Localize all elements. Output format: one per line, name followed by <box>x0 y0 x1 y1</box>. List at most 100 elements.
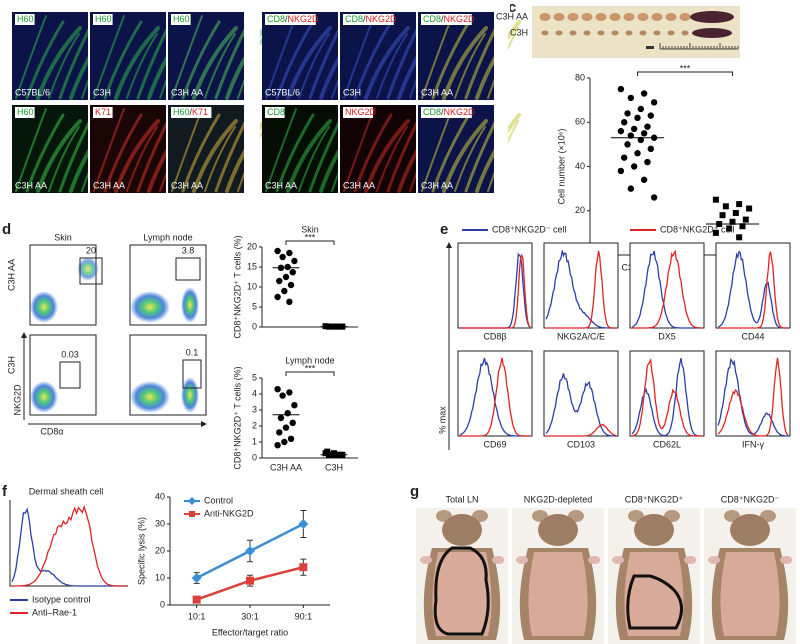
data-point <box>729 218 736 225</box>
density <box>130 291 170 323</box>
photo-label: C3H AA <box>496 11 528 21</box>
legend-label: CD8⁺NKG2D⁺ cell <box>660 224 735 234</box>
density <box>130 381 170 413</box>
stain-label-box <box>421 107 472 118</box>
histogram-curve <box>546 250 616 329</box>
gate-value: 3.8 <box>182 245 195 255</box>
stain-label: CD8/NKG2D <box>345 14 397 24</box>
tissue-structure <box>376 126 408 192</box>
data-point <box>640 176 648 183</box>
significance-bracket <box>285 240 335 245</box>
y-tick-label: 40 <box>575 161 585 171</box>
tissue-structure <box>364 26 410 100</box>
y-tick-label: 20 <box>247 241 257 251</box>
histogram-frame <box>715 242 791 329</box>
y-tick-label: 0 <box>252 321 257 331</box>
photo-label: C3H <box>510 27 528 37</box>
y-tick-label: 10 <box>247 281 257 291</box>
lymph-node <box>555 30 563 36</box>
data-point <box>647 112 654 119</box>
data-point <box>331 450 337 457</box>
stain-label-part: CD8 <box>345 14 363 24</box>
y-tick-label: 0 <box>160 599 165 609</box>
caption: C3H AA <box>343 180 375 190</box>
data-point <box>286 389 293 396</box>
histogram-frame <box>457 350 533 437</box>
gate <box>59 361 81 389</box>
lymph-node <box>595 13 607 21</box>
stain-label: CD8 <box>267 107 285 117</box>
caption: C57BL/6 <box>265 87 300 97</box>
tissue-structure <box>454 33 486 99</box>
data-point <box>637 105 645 113</box>
stain-label-box <box>15 14 35 25</box>
panel-label: c <box>508 0 516 16</box>
tissue-structure <box>36 119 82 193</box>
marker-label: DX5 <box>658 331 676 341</box>
significance: *** <box>305 232 316 242</box>
shaved-skin <box>624 552 684 636</box>
tissue-structure <box>171 15 203 99</box>
density <box>181 377 199 413</box>
y-axis-label: CD8⁺NKG2D⁺ T cells (%) <box>232 235 242 338</box>
data-point <box>719 212 726 219</box>
legend-marker <box>188 497 196 505</box>
mouse-paw <box>684 556 696 564</box>
tissue-structure <box>25 113 65 193</box>
y-tick-label: 30 <box>155 518 165 528</box>
y-axis-label: % max <box>437 406 447 434</box>
histogram-curve <box>717 357 789 437</box>
data-point <box>617 85 625 93</box>
tissue-structure <box>204 33 236 99</box>
tissue-structure <box>36 26 82 100</box>
data-point <box>627 185 635 192</box>
gate-value: 0.1 <box>186 347 199 357</box>
stain-label-part: H60 <box>17 107 34 117</box>
mouse-head <box>538 514 578 546</box>
stain-label: CD8/NKG2D <box>267 14 319 24</box>
histogram-curve <box>632 249 702 329</box>
data-point <box>246 576 254 585</box>
data-point <box>291 402 298 409</box>
panel-label: d <box>2 221 11 238</box>
stain-label-part: / <box>363 14 366 24</box>
stain-label-part: CD8 <box>267 107 285 117</box>
lymph-node <box>597 30 605 36</box>
y-tick-label: 4 <box>252 388 257 398</box>
tissue-structure <box>93 15 125 99</box>
marker-label: NKG2A/C/E <box>557 331 605 341</box>
stain-label-part: / <box>441 107 444 117</box>
legend-label: Control <box>204 495 233 505</box>
histogram-curve <box>718 251 788 329</box>
lymph-node <box>553 13 565 21</box>
y-tick-label: 20 <box>575 205 585 215</box>
panel-label: e <box>440 221 448 238</box>
data-point <box>624 141 631 148</box>
data-point <box>621 154 628 161</box>
significance-bracket <box>637 71 733 76</box>
y-tick-label: 1 <box>252 436 257 446</box>
data-point <box>281 438 288 446</box>
marker-label: CD69 <box>483 439 506 449</box>
tissue-structure <box>353 20 393 100</box>
stain-label-part: / <box>190 107 193 117</box>
stain-label-box <box>265 14 316 25</box>
caption: C3H AA <box>265 180 297 190</box>
mouse-paw <box>588 556 600 564</box>
stain-label-part: / <box>285 14 288 24</box>
stain-label-box <box>421 14 472 25</box>
histogram-curve <box>460 357 530 437</box>
tissue-structure <box>298 33 330 99</box>
mouse-paw <box>612 556 624 564</box>
histogram-curve <box>545 250 616 329</box>
row-label: C3H <box>6 356 16 374</box>
density <box>77 257 99 281</box>
chart-title: Lymph node <box>285 355 334 365</box>
lymph-node <box>541 30 549 36</box>
hair-loss-outline <box>626 574 683 630</box>
gap <box>12 193 502 205</box>
panel-label: g <box>410 483 419 500</box>
stain-label: H60 <box>95 14 112 24</box>
marker-label: CD44 <box>741 331 764 341</box>
